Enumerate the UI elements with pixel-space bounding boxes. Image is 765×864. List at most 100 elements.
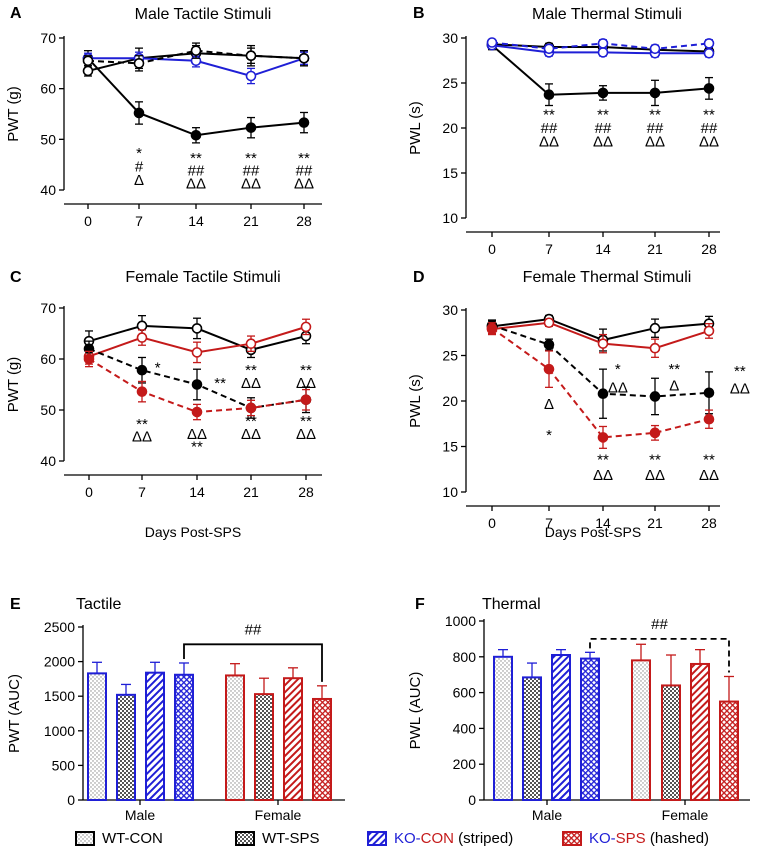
- bar: [631, 659, 651, 801]
- data-point: [486, 322, 498, 334]
- series-ko-con: [83, 318, 312, 365]
- x-tick-label: 0: [488, 515, 496, 531]
- significance-mark: **: [668, 361, 680, 378]
- significance-mark: ##: [243, 163, 260, 180]
- y-tick-label: 600: [453, 685, 477, 701]
- legend-swatch: [75, 831, 95, 846]
- legend-label-part: KO-: [589, 830, 616, 847]
- legend: WT-CON WT-SPS KO-CON (striped) KO-SPS (hash…: [75, 830, 709, 847]
- significance-mark: **: [245, 362, 257, 379]
- bar-male-wt-con: [87, 661, 107, 802]
- y-tick-label: 500: [52, 757, 76, 773]
- data-point: [190, 45, 202, 56]
- significance-mark: **: [543, 107, 555, 124]
- bar: [312, 697, 332, 802]
- data-point: [597, 87, 609, 99]
- data-point: [597, 432, 609, 443]
- group-label: Male: [125, 807, 156, 823]
- y-axis-label: PWL (AUC): [407, 672, 424, 750]
- y-tick-label: 15: [442, 439, 458, 455]
- legend-label-part: (striped): [454, 830, 513, 847]
- y-tick-label: 50: [40, 131, 56, 147]
- data-point: [649, 87, 661, 99]
- x-axis-label: Days Post-SPS: [145, 524, 241, 540]
- legend-label-part: (hashed): [646, 830, 709, 847]
- legend-item-wtsps: WT-SPS: [235, 830, 320, 847]
- panel-label: A: [10, 5, 22, 22]
- significance-mark: Δ: [669, 378, 679, 395]
- significance-mark: Δ: [544, 396, 554, 413]
- y-axis-label: PWL (s): [407, 101, 424, 155]
- y-tick-label: 40: [40, 453, 56, 469]
- data-point: [191, 323, 203, 334]
- y-tick-label: 50: [40, 402, 56, 418]
- data-point: [136, 332, 148, 343]
- significance-mark: **: [191, 439, 203, 456]
- data-point: [83, 353, 95, 365]
- bar: [145, 671, 165, 801]
- y-axis-label: PWL (s): [407, 374, 424, 428]
- y-tick-label: 20: [442, 120, 458, 136]
- data-point: [191, 347, 203, 358]
- x-tick-label: 14: [595, 515, 611, 531]
- chart-title: Female Tactile Stimuli: [125, 269, 280, 286]
- legend-label: KO-SPS (hashed): [589, 830, 709, 847]
- bar-male-wt-con: [493, 648, 513, 801]
- y-axis-label: PWT (AUC): [6, 674, 23, 753]
- y-tick-label: 40: [40, 182, 56, 198]
- data-point: [703, 413, 715, 425]
- x-tick-label: 28: [701, 515, 717, 531]
- bar: [719, 700, 739, 801]
- data-point: [245, 338, 257, 350]
- data-point: [543, 89, 555, 100]
- data-point: [298, 52, 310, 64]
- y-tick-label: 15: [442, 165, 458, 181]
- series-ko-sps: [486, 322, 715, 449]
- bar-male-wt-sps: [116, 683, 136, 801]
- y-axis-label: PWT (g): [5, 86, 22, 142]
- significance-mark: ΔΔ: [608, 379, 628, 396]
- y-tick-label: 0: [67, 792, 75, 808]
- bar: [174, 673, 194, 801]
- series-ko-sps: [82, 42, 310, 72]
- x-tick-label: 14: [595, 241, 611, 257]
- bracket-label: ##: [651, 616, 668, 633]
- significance-mark: ΔΔ: [645, 467, 665, 484]
- bar: [225, 674, 245, 801]
- legend-label: KO-CON (striped): [394, 830, 513, 847]
- legend-item-wtcon: WT-CON: [75, 830, 163, 847]
- data-point: [486, 37, 498, 48]
- bar-male-ko-sps: [174, 662, 194, 801]
- legend-label: WT-SPS: [262, 830, 320, 847]
- data-point: [543, 339, 555, 350]
- data-point: [703, 387, 715, 399]
- bar-female-ko-sps: [312, 685, 332, 802]
- y-tick-label: 25: [442, 75, 458, 91]
- legend-item-kosps: KO-SPS (hashed): [562, 830, 709, 847]
- y-tick-label: 30: [442, 30, 458, 46]
- data-point: [649, 43, 661, 55]
- y-tick-label: 1500: [44, 688, 75, 704]
- bar: [580, 657, 600, 802]
- significance-mark: ΔΔ: [241, 375, 261, 392]
- data-point: [245, 70, 257, 82]
- data-point: [133, 58, 145, 69]
- significance-mark: ##: [701, 120, 718, 137]
- x-tick-label: 28: [701, 241, 717, 257]
- series-ko-sps: [83, 350, 312, 421]
- significance-mark: **: [703, 107, 715, 124]
- significance-mark: **: [298, 150, 310, 167]
- panel-a: A Male Tactile Stimuli 40 50 60 70 PWT (g) 0 7 14…: [5, 5, 322, 229]
- y-tick-label: 2500: [44, 619, 75, 635]
- data-point: [82, 65, 94, 77]
- significance-mark: *: [136, 145, 142, 162]
- data-point: [597, 338, 609, 349]
- data-point: [703, 325, 715, 337]
- legend-swatch: [562, 831, 582, 846]
- y-tick-label: 60: [40, 351, 56, 367]
- x-tick-label: 21: [243, 213, 259, 229]
- significance-mark: **: [190, 150, 202, 167]
- y-tick-label: 1000: [44, 723, 75, 739]
- significance-mark: *: [546, 427, 552, 444]
